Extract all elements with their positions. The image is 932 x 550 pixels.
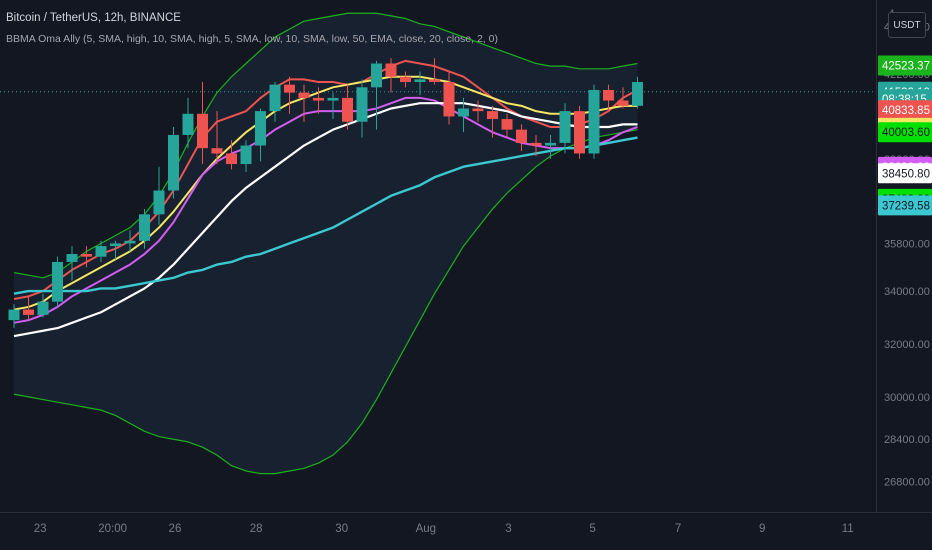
candle-body — [197, 113, 208, 149]
candle-body — [66, 254, 78, 262]
price-label-text: 38450.80 — [882, 168, 930, 180]
candle-body — [240, 145, 252, 165]
candle-body — [168, 134, 179, 191]
bollinger-band-fill — [14, 13, 638, 474]
price-label-text: 40833.85 — [882, 105, 930, 117]
series-line-sma5_high — [13, 59, 638, 300]
candle-body — [255, 111, 266, 146]
candle-body — [269, 84, 281, 112]
candle-body — [342, 97, 353, 122]
candle-body — [501, 119, 513, 130]
x-tick-label: 30 — [335, 523, 348, 535]
candle-body — [487, 111, 498, 120]
symbol-title: Bitcoin / TetherUS, 12h, BINANCE — [6, 12, 181, 24]
candle-body — [313, 97, 324, 101]
price-label-text: 42523.37 — [882, 61, 930, 73]
price-label-text: 40003.60 — [882, 127, 930, 139]
x-tick-label: 11 — [842, 523, 854, 535]
candle-body — [371, 63, 382, 88]
candles-group — [8, 58, 643, 329]
candle-body — [8, 309, 20, 321]
candle-body — [81, 254, 92, 257]
candle-body — [400, 76, 411, 83]
y-tick-label: 30000.00 — [884, 392, 930, 404]
indicator-legend: BBMA Oma Ally (5, SMA, high, 10, SMA, hi… — [6, 33, 498, 45]
candle-body — [211, 148, 223, 154]
price-label-text: 37239.58 — [882, 200, 930, 212]
candle-body — [37, 301, 49, 315]
x-tick-label: 7 — [675, 523, 681, 535]
candle-body — [124, 240, 136, 244]
y-tick-label: 32000.00 — [884, 339, 930, 351]
y-tick-label: 35800.00 — [884, 238, 930, 250]
series-line-sma10_low — [13, 102, 638, 338]
series-line-sma10_high — [13, 75, 638, 311]
candle-body — [574, 111, 585, 154]
candle-body — [23, 309, 34, 315]
series-line-bb_lower — [13, 129, 638, 475]
x-tick-label: 3 — [505, 523, 511, 535]
candle-body — [632, 82, 643, 106]
price-label-box — [878, 100, 932, 121]
series-line-ema50 — [13, 136, 638, 295]
candle-body — [226, 153, 237, 165]
candle-body — [617, 100, 629, 106]
candle-body — [385, 63, 397, 77]
candle-body — [356, 87, 368, 122]
candle-body — [327, 97, 339, 101]
candle-body — [588, 89, 600, 154]
x-tick-label: 5 — [589, 523, 595, 535]
candle-body — [182, 113, 194, 135]
candle-body — [530, 142, 542, 146]
series-line-bb_upper — [13, 12, 638, 279]
candle-body — [139, 214, 150, 241]
price-label-box — [878, 163, 932, 184]
candle-body — [458, 108, 469, 117]
candle-body — [443, 82, 455, 117]
candle-body — [603, 89, 614, 101]
y-tick-label: 34000.00 — [884, 286, 930, 298]
candle-body — [153, 190, 165, 215]
candle-body — [472, 108, 484, 112]
price-label-box — [878, 195, 932, 216]
candle-body — [516, 129, 527, 143]
candle-body — [52, 261, 63, 302]
x-tick-label: 9 — [759, 523, 765, 535]
currency-button[interactable]: USDT — [888, 12, 926, 38]
price-label-box — [878, 122, 932, 143]
candle-body — [414, 79, 426, 83]
y-tick-label: 26800.00 — [884, 477, 930, 489]
candle-body — [429, 79, 440, 83]
y-tick-label: 28400.00 — [884, 434, 930, 446]
x-tick-label: 20:00 — [98, 523, 127, 535]
candle-body — [110, 243, 121, 247]
candle-body — [298, 92, 310, 98]
candle-body — [559, 111, 571, 143]
x-tick-label: 28 — [250, 523, 263, 535]
price-label-box — [878, 55, 932, 76]
x-tick-label: 26 — [169, 523, 182, 535]
candle-body — [545, 142, 556, 146]
candle-body — [284, 84, 295, 93]
x-tick-label: 23 — [34, 523, 47, 535]
candle-body — [95, 246, 107, 257]
x-tick-label: Aug — [416, 523, 436, 535]
